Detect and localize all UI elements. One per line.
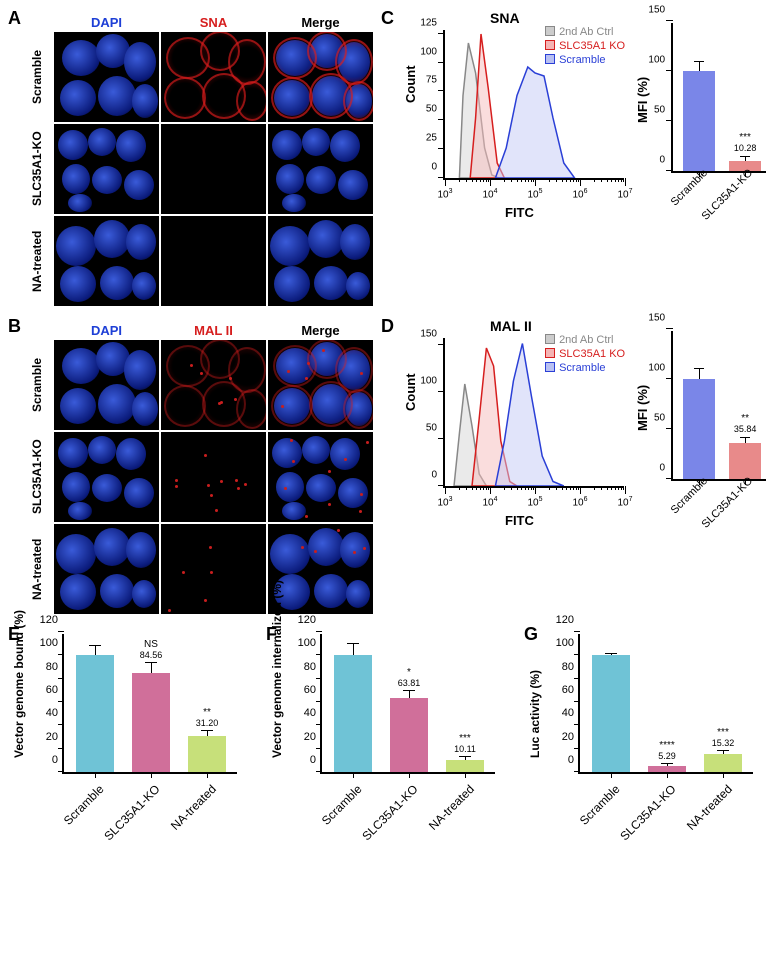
bar [390,698,428,772]
col-head: Merge [268,8,373,30]
panel-label-B: B [8,316,21,337]
bar-box: 020406080100120Scramble*63.81SLC35A1-KO*… [320,634,495,774]
bar-xlabel: SLC35A1-KO [618,782,679,843]
mfi-chart: MFI (%)050100150Scramble***10.28SLC35A1-… [629,8,776,218]
bar [592,655,630,772]
row-head: SLC35A1-KO [22,432,52,522]
row-2: B DAPIMAL IIMergeScrambleSLC35A1-KONA-tr… [8,316,776,614]
bar-box: 020406080100120ScrambleNS84.56SLC35A1-KO… [62,634,237,774]
bar-xlabel: NA-treated [684,782,735,833]
bar [683,71,715,171]
flow-title: SNA [490,10,520,26]
bar [334,655,372,772]
col-head: DAPI [54,316,159,338]
bar-ylabel: Luc activity (%) [528,670,542,758]
row-head: NA-treated [22,524,52,614]
mfi-chart: MFI (%)050100150Scramble**35.84SLC35A1-K… [629,316,776,526]
panel-label-G: G [524,624,538,645]
row-head: Scramble [22,340,52,430]
row-head: Scramble [22,32,52,122]
micro-cell [54,432,159,522]
panel-C: C SNACount0255075100125103104105106107FI… [381,8,776,218]
bar [729,443,761,479]
bar-xlabel: NA-treated [426,782,477,833]
bar-xlabel: SLC35A1-KO [360,782,421,843]
flow-plot: MAL IICount050100150103104105106107FITC2… [395,316,625,526]
panel-A: A DAPISNAMerge ScrambleSLC35A1-KONA-treat… [8,8,373,306]
bar [704,754,742,772]
panel-label-D: D [381,316,394,337]
bar-xlabel: Scramble [61,782,107,828]
row-3: E Vector genome bound (%)020406080100120… [8,628,776,883]
micro-cell [54,124,159,214]
x-axis-label: FITC [505,513,534,528]
bar-xlabel: NA-treated [168,782,219,833]
panel-G: G Luc activity (%)020406080100120Scrambl… [524,628,776,883]
col-head: SNA [161,8,266,30]
micro-cell [54,340,159,430]
panel-B: B DAPIMAL IIMerge ScrambleSLC35A1-KONA-tr… [8,316,373,614]
micro-cell [161,432,266,522]
micro-cell [54,524,159,614]
col-head: DAPI [54,8,159,30]
x-axis-label: FITC [505,205,534,220]
bar [446,760,484,772]
flow-title: MAL II [490,318,532,334]
micro-cell [161,32,266,122]
panel-F: F Vector genome internalized (%)02040608… [266,628,518,883]
col-head: MAL II [161,316,266,338]
bar-box: 020406080100120Scramble****5.29SLC35A1-K… [578,634,753,774]
panel-label-A: A [8,8,21,29]
micro-cell [268,216,373,306]
legend: 2nd Ab CtrlSLC35A1 KOScramble [545,334,625,376]
micro-cell [161,124,266,214]
col-head: Merge [268,316,373,338]
mfi-ylabel: MFI (%) [635,385,650,431]
panel-E: E Vector genome bound (%)020406080100120… [8,628,260,883]
micro-cell [161,524,266,614]
bar-ylabel: Vector genome internalized (%) [270,580,284,758]
row-1: A DAPISNAMergeScrambleSLC35A1-KONA-treat… [8,8,776,306]
bar-xlabel: Scramble [577,782,623,828]
bar [76,655,114,772]
panel-D: D MAL IICount050100150103104105106107FIT… [381,316,776,526]
row-head: SLC35A1-KO [22,124,52,214]
flow-plot: SNACount0255075100125103104105106107FITC… [395,8,625,218]
micro-cell [161,216,266,306]
legend: 2nd Ab CtrlSLC35A1 KOScramble [545,26,625,68]
bar-ylabel: Vector genome bound (%) [12,610,26,758]
micro-cell [54,216,159,306]
micro-cell [268,432,373,522]
bar [683,379,715,479]
panel-label-C: C [381,8,394,29]
bar [132,673,170,772]
micro-cell [268,32,373,122]
row-head: NA-treated [22,216,52,306]
micro-cell [268,340,373,430]
micro-cell [161,340,266,430]
bar-xlabel: Scramble [319,782,365,828]
mfi-ylabel: MFI (%) [635,77,650,123]
figure: A DAPISNAMergeScrambleSLC35A1-KONA-treat… [0,0,784,891]
micro-cell [54,32,159,122]
bar [188,736,226,772]
bar-xlabel: SLC35A1-KO [102,782,163,843]
micro-cell [268,124,373,214]
